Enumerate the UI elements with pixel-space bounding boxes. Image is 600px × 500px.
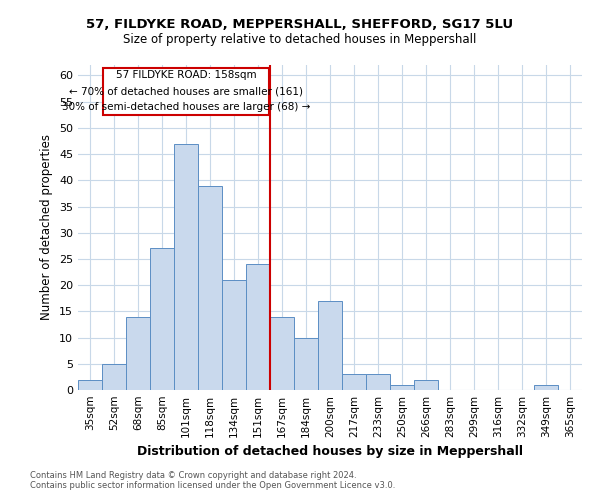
Y-axis label: Number of detached properties: Number of detached properties (40, 134, 53, 320)
Bar (390, 385, 414, 390)
Bar (126, 316, 150, 390)
Bar (294, 338, 318, 390)
Text: 30% of semi-detached houses are larger (68) →: 30% of semi-detached houses are larger (… (62, 102, 310, 112)
Text: ← 70% of detached houses are smaller (161): ← 70% of detached houses are smaller (16… (69, 86, 303, 96)
Bar (102, 364, 126, 390)
FancyBboxPatch shape (103, 68, 269, 115)
Bar (414, 380, 438, 390)
Bar (198, 186, 222, 390)
Text: Contains public sector information licensed under the Open Government Licence v3: Contains public sector information licen… (30, 481, 395, 490)
Text: 57 FILDYKE ROAD: 158sqm: 57 FILDYKE ROAD: 158sqm (116, 70, 256, 81)
Bar (222, 280, 246, 390)
Text: Contains HM Land Registry data © Crown copyright and database right 2024.: Contains HM Land Registry data © Crown c… (30, 471, 356, 480)
Text: 57, FILDYKE ROAD, MEPPERSHALL, SHEFFORD, SG17 5LU: 57, FILDYKE ROAD, MEPPERSHALL, SHEFFORD,… (86, 18, 514, 30)
Bar (150, 248, 174, 390)
Bar (318, 301, 342, 390)
Bar (534, 385, 558, 390)
Bar (366, 374, 390, 390)
Bar (342, 374, 366, 390)
Bar (174, 144, 198, 390)
Bar (78, 380, 102, 390)
Text: Size of property relative to detached houses in Meppershall: Size of property relative to detached ho… (124, 32, 476, 46)
Bar (246, 264, 270, 390)
X-axis label: Distribution of detached houses by size in Meppershall: Distribution of detached houses by size … (137, 446, 523, 458)
Bar (270, 316, 294, 390)
